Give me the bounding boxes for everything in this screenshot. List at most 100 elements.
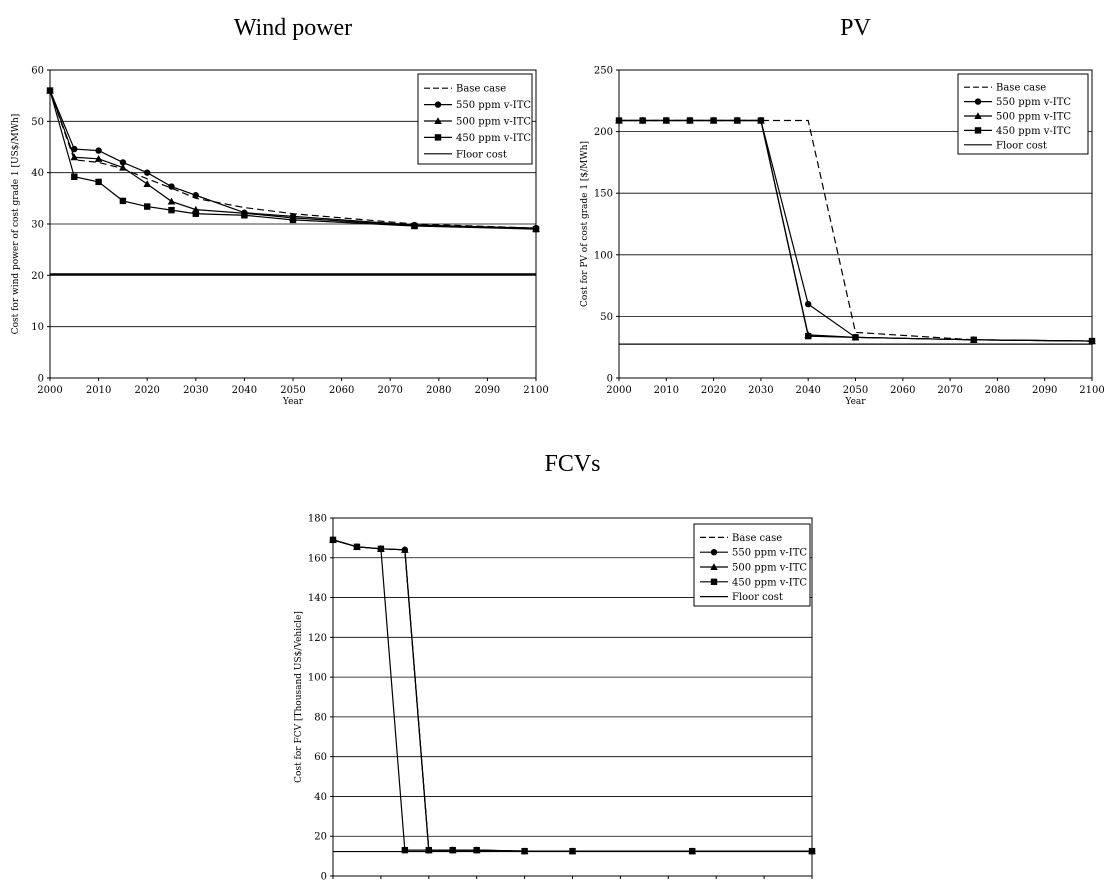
x-tick-label: 2060: [890, 385, 915, 396]
data-point-triangle: [167, 197, 176, 205]
chart-title: FCVs: [544, 451, 600, 477]
legend-marker: [434, 117, 442, 125]
x-tick-label: 2030: [748, 385, 773, 396]
y-tick-label: 30: [31, 220, 44, 231]
chart-title: PV: [840, 15, 871, 41]
data-point-circle: [71, 145, 78, 153]
data-point-square: [95, 178, 102, 186]
x-tick-label: 2040: [232, 385, 257, 396]
series-line-1: [49, 90, 537, 229]
legend-marker: [974, 112, 982, 120]
y-tick-label: 40: [31, 168, 44, 179]
data-point-square: [329, 536, 337, 544]
x-tick-label: 2050: [280, 385, 305, 396]
x-axis-label: Year: [844, 397, 866, 407]
legend-marker: [710, 563, 718, 571]
legend-label: 550 ppm v-ITC: [732, 548, 807, 559]
data-point-square: [377, 545, 385, 553]
legend-label: 500 ppm v-ITC: [996, 112, 1071, 123]
y-tick-label: 160: [308, 553, 327, 564]
x-tick-label: 2090: [1032, 385, 1057, 396]
data-point-square: [757, 117, 765, 124]
legend-marker: [974, 98, 982, 105]
y-tick-label: 150: [594, 189, 613, 200]
legend-label: 450 ppm v-ITC: [996, 126, 1071, 137]
y-tick-label: 120: [308, 633, 327, 644]
legend-label: Base case: [456, 84, 506, 95]
legend-label: Floor cost: [456, 149, 507, 160]
x-tick-label: 2070: [937, 385, 962, 396]
y-tick-label: 60: [314, 752, 327, 763]
data-point-triangle: [70, 153, 79, 161]
x-tick-label: 2020: [701, 385, 726, 396]
data-point-square: [852, 334, 859, 341]
data-point-square: [532, 225, 540, 233]
data-point-triangle: [94, 155, 103, 162]
data-point-square: [168, 206, 175, 214]
legend-label: 500 ppm v-ITC: [732, 563, 807, 574]
x-tick-label: 2030: [183, 385, 208, 396]
chart-2: PV 0 50 100 150 200 250 2000 2010 2020 2030 2040 205…: [580, 15, 1105, 407]
x-tick-label: 2070: [377, 385, 402, 396]
x-tick-label: 2000: [37, 385, 62, 396]
legend-marker: [710, 578, 718, 585]
y-tick-label: 20: [314, 832, 327, 843]
legend-label: Floor cost: [732, 592, 783, 603]
legend-box: [957, 73, 1089, 155]
data-point-square: [353, 543, 361, 551]
data-point-square: [401, 846, 409, 854]
x-tick-label: 2080: [985, 385, 1010, 396]
x-tick-label: 2100: [1079, 385, 1104, 396]
data-point-square: [46, 87, 54, 94]
data-point-square: [639, 117, 646, 124]
x-tick-label: 2050: [843, 385, 868, 396]
data-point-square: [710, 117, 717, 124]
legend-marker: [434, 101, 442, 108]
x-tick-label: 2060: [329, 385, 354, 396]
data-point-square: [425, 846, 432, 854]
data-point-circle: [192, 192, 199, 199]
y-tick-label: 140: [308, 593, 327, 604]
x-tick-label: 2020: [134, 385, 159, 396]
data-point-square: [734, 117, 741, 124]
y-tick-label: 50: [600, 312, 613, 323]
data-point-square: [71, 173, 78, 180]
data-point-circle: [95, 147, 102, 154]
legend-label: Base case: [732, 533, 782, 544]
data-point-square: [241, 212, 248, 219]
data-point-square: [663, 117, 670, 124]
x-tick-label: 2040: [795, 385, 820, 396]
data-point-triangle: [143, 180, 151, 187]
y-tick-label: 100: [594, 250, 613, 261]
y-tick-label: 40: [314, 792, 327, 803]
y-tick-label: 50: [31, 117, 44, 128]
legend-marker: [974, 127, 982, 134]
data-point-circle: [119, 159, 127, 166]
y-axis-label: Cost for wind power of cost grade 1 [US$…: [11, 114, 21, 335]
legend-marker: [434, 134, 442, 141]
data-point-square: [686, 117, 694, 124]
x-axis-label: Year: [282, 397, 304, 407]
y-tick-label: 200: [594, 127, 613, 138]
legend-label: 550 ppm v-ITC: [456, 100, 531, 111]
data-point-square: [192, 210, 199, 217]
data-point-square: [289, 216, 297, 224]
y-axis-label: Cost for FCV [Thousand US$/Vehicle]: [294, 611, 304, 783]
y-tick-label: 60: [31, 66, 44, 77]
y-tick-label: 20: [31, 271, 44, 282]
data-point-square: [805, 332, 812, 340]
y-tick-label: 0: [607, 374, 613, 385]
data-point-square: [473, 846, 480, 854]
legend-label: Floor cost: [996, 140, 1047, 151]
y-tick-label: 0: [38, 374, 44, 385]
x-tick-label: 2000: [606, 385, 631, 396]
data-point-square: [119, 197, 127, 205]
x-tick-label: 2090: [475, 385, 500, 396]
y-tick-label: 250: [594, 66, 613, 77]
data-point-square: [144, 203, 151, 210]
data-point-square: [615, 117, 623, 124]
legend-box: [417, 73, 533, 165]
x-tick-label: 2010: [86, 385, 111, 396]
